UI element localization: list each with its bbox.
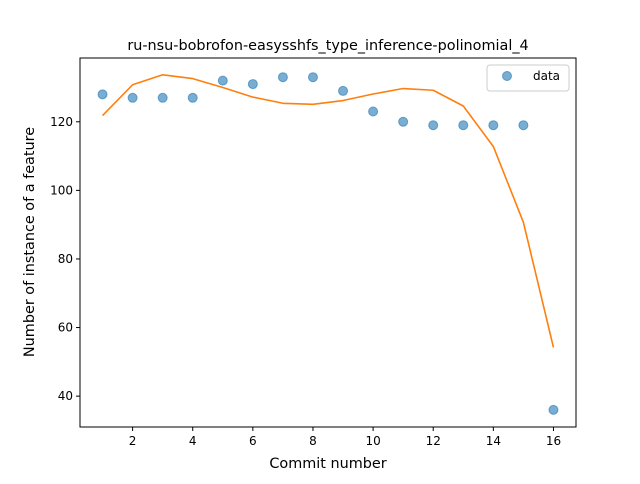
- x-tick-label: 10: [365, 434, 380, 448]
- chart-title: ru-nsu-bobrofon-easysshfs_type_inference…: [127, 38, 528, 54]
- data-point: [338, 85, 349, 96]
- data-point: [548, 404, 559, 415]
- x-tick-label: 14: [486, 434, 501, 448]
- data-point: [277, 72, 288, 83]
- data-point: [127, 92, 138, 103]
- y-tick-label: 40: [58, 389, 73, 403]
- axes-frame: [79, 57, 577, 428]
- data-point: [307, 72, 318, 83]
- y-tick-label: 120: [50, 115, 73, 129]
- data-point: [428, 120, 439, 131]
- y-tick-label: 80: [58, 252, 73, 266]
- x-tick-label: 12: [426, 434, 441, 448]
- plot-area: [97, 72, 559, 415]
- data-point: [488, 120, 499, 131]
- data-point: [247, 79, 258, 90]
- data-point: [368, 106, 379, 117]
- legend-label-data: data: [533, 69, 560, 83]
- y-axis: 40 60 80 100 120: [50, 115, 80, 403]
- x-tick-label: 16: [546, 434, 561, 448]
- data-point: [518, 120, 529, 131]
- data-point: [187, 92, 198, 103]
- y-tick-label: 100: [50, 183, 73, 197]
- x-axis: 2 4 6 8 10 12 14 16: [129, 427, 561, 448]
- x-tick-label: 2: [129, 434, 137, 448]
- x-axis-label: Commit number: [269, 456, 386, 472]
- legend: data: [486, 64, 570, 92]
- y-axis-label: Number of instance of a feature: [22, 127, 38, 357]
- x-tick-label: 8: [309, 434, 317, 448]
- data-point: [157, 92, 168, 103]
- fit-line: [101, 74, 555, 348]
- data-point: [97, 89, 108, 100]
- y-tick-label: 60: [58, 321, 73, 335]
- data-point: [458, 120, 469, 131]
- data-point: [217, 75, 228, 86]
- x-tick-label: 4: [189, 434, 197, 448]
- data-point: [398, 116, 409, 127]
- x-tick-label: 6: [249, 434, 257, 448]
- legend-marker-data: [502, 71, 512, 81]
